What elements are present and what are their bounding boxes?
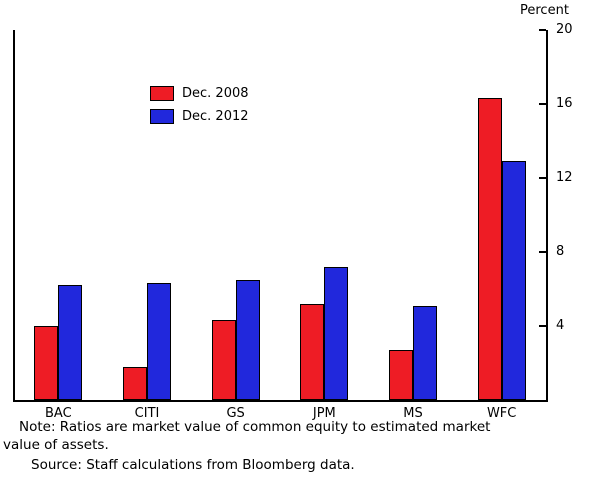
y-axis-left [13,30,15,402]
bar-citi-2012 [147,283,171,400]
y-tick-label: 12 [556,170,573,185]
bar-jpm-2012 [324,266,349,400]
y-tick-mark [539,251,546,253]
legend-label: Dec. 2008 [182,85,249,101]
x-category-label: MS [403,406,423,421]
x-category-label: CITI [134,406,160,421]
chart-footnotes: Note: Ratios are market value of common … [3,418,593,474]
legend-entry: Dec. 2008 [150,85,249,101]
legend-swatch [150,85,174,101]
y-tick-mark [539,29,546,31]
legend: Dec. 2008 Dec. 2012 [150,85,249,131]
y-tick-mark [539,103,546,105]
y-axis-right [546,30,548,402]
bar-citi-2008 [123,366,147,400]
y-tick-mark [539,325,546,327]
x-category-label: WFC [486,406,517,421]
y-tick-label: 20 [556,22,573,37]
y-tick-mark [539,177,546,179]
legend-swatch [150,108,174,124]
legend-entry: Dec. 2012 [150,108,249,124]
y-tick-label: 16 [556,96,573,111]
x-category-label: JPM [312,406,336,421]
note-text-continued: value of assets. [3,437,109,453]
x-category-label: BAC [44,406,72,421]
bar-ms-2012 [413,305,437,400]
bar-bac-2012 [58,285,83,400]
bar-gs-2008 [211,320,236,400]
bar-gs-2012 [235,279,260,400]
y-tick-label: 4 [556,318,565,333]
bar-wfc-2008 [477,98,502,400]
bar-ms-2008 [389,350,413,400]
x-category-label: GS [226,406,245,421]
bar-wfc-2012 [501,161,526,400]
y-tick-label: 8 [556,244,565,259]
note-text: Note: Ratios are market value of common … [19,419,491,435]
bar-jpm-2008 [300,303,325,400]
source-text: Source: Staff calculations from Bloomber… [31,457,355,473]
y-axis-unit-label: Percent [520,3,569,18]
x-axis [13,400,548,402]
bar-bac-2008 [34,326,59,400]
legend-label: Dec. 2012 [182,108,249,124]
